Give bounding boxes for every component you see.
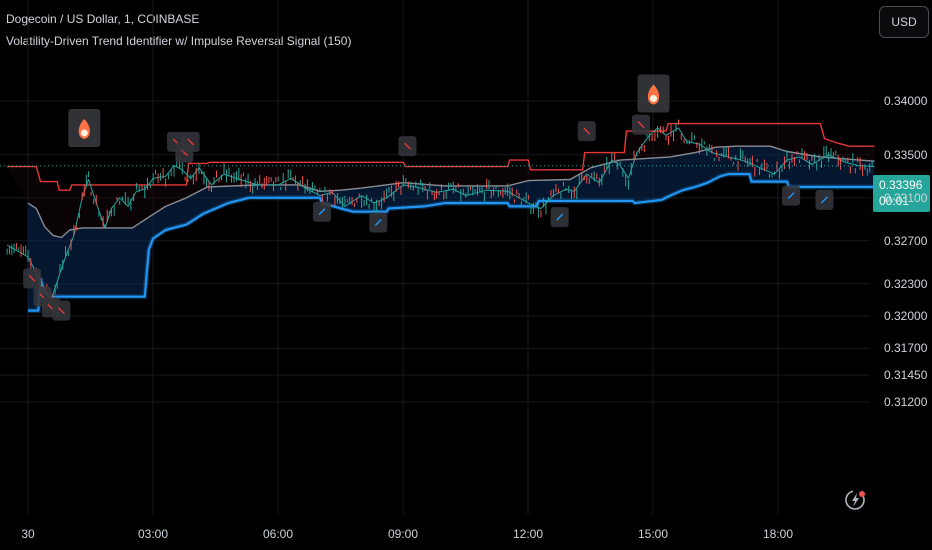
bear-arrow-icon [583, 127, 591, 135]
bar-countdown: 00:01 [879, 194, 910, 208]
time-tick-label: 18:00 [762, 527, 794, 541]
last-price-badge: 0.33396 00:01 [873, 175, 930, 212]
price-tick-label: 0.32300 [884, 276, 928, 291]
bear-arrow-icon [187, 138, 195, 146]
bull-arrow-icon [374, 218, 382, 226]
time-tick-label: 09:00 [387, 527, 419, 541]
lower-line [28, 173, 875, 312]
price-tick-label: 0.32000 [884, 309, 928, 323]
bear-arrow-icon [57, 307, 65, 315]
time-tick-label: 03:00 [137, 527, 169, 541]
lower-band-fill [28, 146, 875, 311]
bull-arrow-icon [556, 213, 564, 221]
price-tick-label: 0.34000 [884, 94, 928, 108]
price-tick-label: 0.31200 [884, 395, 928, 409]
time-tick-label: 30 [21, 527, 35, 541]
time-tick-label: 15:00 [637, 527, 669, 541]
price-tick-label: 0.31450 [884, 368, 928, 383]
price-tick-label: 0.32700 [884, 233, 928, 248]
bear-arrow-icon [28, 274, 36, 282]
price-tick-label: 0.31700 [884, 341, 928, 356]
currency-button[interactable]: USD [879, 6, 929, 38]
last-price-value: 0.33396 [879, 178, 923, 192]
price-tick-label: 0.33500 [884, 147, 928, 162]
bull-arrow-icon [787, 192, 795, 200]
fire-icon-core [80, 129, 88, 137]
bear-arrow-icon [403, 142, 411, 150]
bear-arrow-icon [637, 121, 645, 129]
upper-line [7, 122, 875, 191]
fire-icon-core [650, 95, 657, 103]
reset-chart-icon[interactable] [842, 487, 868, 513]
bull-arrow-icon [820, 196, 828, 204]
upper-band-fill [7, 123, 875, 238]
bull-arrow-icon [318, 208, 326, 216]
time-tick-label: 12:00 [512, 527, 544, 541]
chart-symbol-title[interactable]: Dogecoin / US Dollar, 1, COINBASE [6, 12, 200, 26]
indicator-title[interactable]: Volatility-Driven Trend Identifier w/ Im… [6, 34, 352, 48]
time-tick-label: 06:00 [262, 527, 294, 541]
price-tick-label: 0.33100 [884, 190, 928, 205]
